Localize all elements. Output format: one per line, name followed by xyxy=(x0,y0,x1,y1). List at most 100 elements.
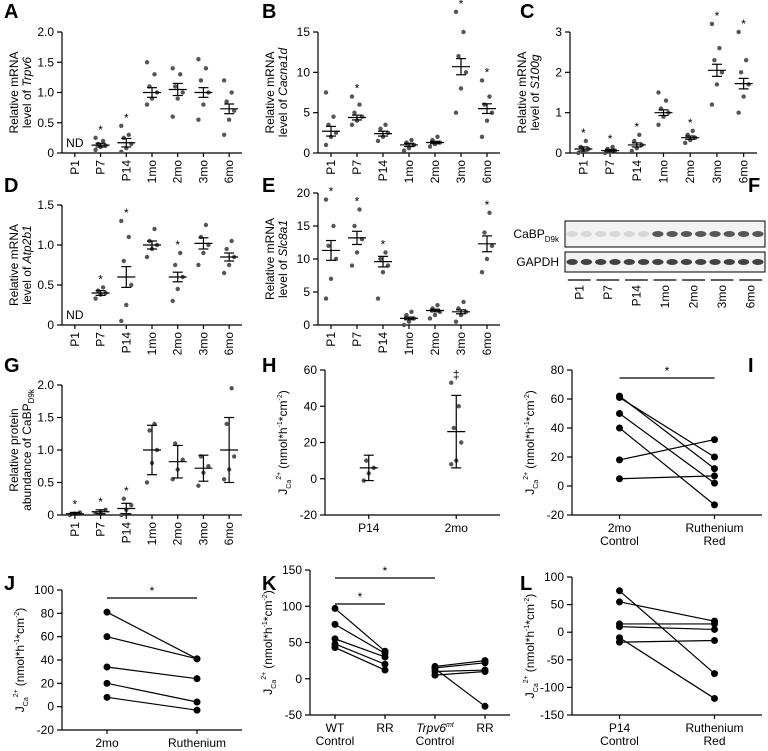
blot-band xyxy=(709,231,721,237)
x-tick-label: Ruthenium xyxy=(685,521,743,535)
data-point xyxy=(487,210,492,215)
data-point xyxy=(229,90,234,95)
significance-mark: * xyxy=(741,17,746,31)
y-tick-label: 0.5 xyxy=(37,278,54,292)
x-tick-label: P1 xyxy=(572,285,586,300)
data-point xyxy=(576,150,581,156)
x-tick-label: 2mo xyxy=(683,160,697,184)
x-tick-label: Trpv6mt xyxy=(416,721,455,735)
panel-letter: A xyxy=(4,1,18,23)
data-point xyxy=(93,296,98,301)
y-tick-label: 20 xyxy=(41,676,55,690)
data-point xyxy=(482,230,487,235)
j-symbol: J xyxy=(261,689,275,695)
significance-mark: * xyxy=(150,584,155,598)
y-tick-label: 1.0 xyxy=(37,238,54,252)
pair-line xyxy=(619,439,715,461)
j-unit: (nmol*h xyxy=(276,427,290,468)
panel-letter: B xyxy=(262,1,276,23)
note: ND xyxy=(66,308,84,322)
data-point xyxy=(741,94,746,99)
y-tick-label: 20 xyxy=(297,186,311,200)
y-label-line: Relative mRNA xyxy=(7,51,21,133)
significance-mark: * xyxy=(634,120,639,134)
data-point xyxy=(711,636,718,644)
pair-line xyxy=(434,660,486,668)
data-point xyxy=(196,262,201,268)
significance-mark: ‡ xyxy=(453,368,460,382)
j-symbol: J xyxy=(276,489,290,495)
significance-mark: * xyxy=(98,123,103,137)
panel-letter: K xyxy=(262,573,277,595)
blot-band xyxy=(623,231,635,237)
y-tick-label: -20 xyxy=(547,508,565,522)
data-point xyxy=(173,262,178,268)
blot-row-label: GAPDH xyxy=(516,255,559,269)
x-tick-label: P1 xyxy=(324,160,338,175)
data-point xyxy=(616,623,623,631)
x-tick-label: P7 xyxy=(350,332,364,347)
x-tick-label: Control xyxy=(416,734,455,748)
y-tick-label: 1.0 xyxy=(37,86,54,100)
row-label: CaBP xyxy=(513,227,544,241)
x-tick-label: P7 xyxy=(94,160,108,175)
data-point xyxy=(714,82,720,87)
y-axis-label: Relative mRNA xyxy=(7,224,21,306)
gene: Slc8a1 xyxy=(276,220,290,257)
panel-letter: C xyxy=(520,1,534,23)
j-unit: ) xyxy=(523,390,537,394)
data-point xyxy=(711,625,718,633)
data-point xyxy=(221,477,227,482)
x-tick-label: 1mo xyxy=(402,332,416,356)
panel-letter: D xyxy=(4,175,18,197)
significance-mark: * xyxy=(355,82,360,96)
data-point xyxy=(711,694,718,702)
gene-sub: D9k xyxy=(27,388,36,403)
x-tick-label: 3mo xyxy=(454,332,468,356)
data-point xyxy=(121,135,126,141)
significance-mark: * xyxy=(98,495,103,509)
data-point xyxy=(126,234,131,240)
data-point xyxy=(427,144,433,149)
x-tick-label: Control xyxy=(600,734,639,748)
x-tick-label: RR xyxy=(476,721,494,735)
y-axis-label: JCa2+ (nmol*h-1*cm-2) xyxy=(523,594,540,698)
data-point xyxy=(103,663,111,671)
y-label-line: level of xyxy=(20,263,34,304)
data-point xyxy=(616,587,623,595)
y-tick-label: 80 xyxy=(41,606,55,620)
blot-band xyxy=(652,231,664,237)
panel-letter: I xyxy=(748,355,754,377)
data-point xyxy=(323,142,329,148)
y-tick-label: 100 xyxy=(282,599,302,613)
data-point xyxy=(198,78,204,83)
j-unit: *cm xyxy=(276,401,290,422)
significance-mark: * xyxy=(715,9,720,23)
significance-mark: * xyxy=(381,237,386,251)
data-point xyxy=(632,138,637,144)
x-tick-label: 1mo xyxy=(402,160,416,184)
data-point xyxy=(711,620,718,628)
x-tick-label: 6mo xyxy=(222,332,236,356)
x-tick-label: Control xyxy=(600,534,639,548)
data-point xyxy=(180,457,185,462)
pair-line xyxy=(334,647,386,671)
data-point xyxy=(352,110,357,115)
data-point xyxy=(404,140,409,145)
data-point xyxy=(173,441,178,446)
y-axis-label: Relative protein xyxy=(7,408,21,491)
blot-band xyxy=(595,259,607,265)
j-unit-sup: -1 xyxy=(262,621,269,627)
data-point xyxy=(690,128,695,134)
data-point xyxy=(378,126,383,131)
data-point xyxy=(170,114,175,119)
pair-line xyxy=(619,639,715,643)
blot-band xyxy=(680,259,693,265)
data-point xyxy=(484,256,490,262)
y-tick-label: 80 xyxy=(551,363,565,377)
x-tick-label: 2mo xyxy=(445,521,469,535)
x-tick-label: 3mo xyxy=(196,332,210,356)
data-point xyxy=(709,102,715,107)
data-point xyxy=(126,132,131,138)
data-point xyxy=(656,90,661,95)
